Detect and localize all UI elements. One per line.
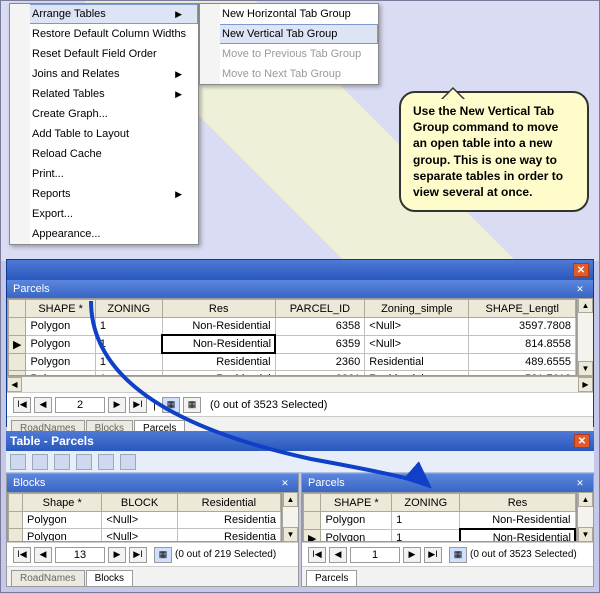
left-grid[interactable]: Shape *BLOCKResidentialPolygon<Null>Resi… (7, 492, 282, 542)
show-all-icon[interactable]: ▦ (449, 547, 467, 563)
right-status: (0 out of 3523 Selected) (470, 549, 577, 560)
right-grid[interactable]: SHAPE *ZONINGResPolygon1Non-Residential▶… (302, 492, 577, 542)
upper-status: (0 out of 3523 Selected) (210, 399, 327, 411)
table-tab[interactable]: Parcels (306, 570, 357, 586)
tab-close-icon[interactable]: ✕ (573, 477, 587, 489)
right-tabs: Parcels (302, 566, 593, 586)
nav-pos-input[interactable] (55, 547, 105, 563)
menu-item[interactable]: New Vertical Tab Group (200, 24, 378, 44)
left-tabs: RoadNamesBlocks (7, 566, 298, 586)
left-status: (0 out of 219 Selected) (175, 549, 276, 560)
menu-item[interactable]: Arrange Tables▶ (10, 4, 198, 24)
menu-item[interactable]: Reports▶ (10, 184, 198, 204)
show-all-icon[interactable]: ▦ (162, 397, 180, 413)
nav-last-icon[interactable]: ▶I (129, 547, 147, 563)
nav-first-icon[interactable]: I◀ (13, 547, 31, 563)
menu-item[interactable]: Joins and Relates▶ (10, 64, 198, 84)
lower-left-pane: Blocks ✕ Shape *BLOCKResidentialPolygon<N… (6, 473, 299, 587)
nav-prev-icon[interactable]: ◀ (34, 397, 52, 413)
left-tab-title: Blocks (13, 477, 45, 489)
upper-nav: I◀ ◀ ▶ ▶I | ▦ ▦ (0 out of 3523 Selected) (7, 392, 593, 416)
menu-item[interactable]: Export... (10, 204, 198, 224)
lower-toolbar (6, 451, 594, 473)
show-all-icon[interactable]: ▦ (154, 547, 172, 563)
vscroll[interactable]: ▲▼ (577, 298, 593, 376)
menu-item[interactable]: Appearance... (10, 224, 198, 244)
upper-titlebar: ✕ (7, 260, 593, 280)
toolbar-icon[interactable] (120, 454, 136, 470)
table-window-upper: ✕ Parcels ✕ SHAPE *ZONINGResPARCEL_IDZon… (6, 259, 594, 427)
menu-item[interactable]: Restore Default Column Widths (10, 24, 198, 44)
table-window-lower: Table - Parcels ✕ Blocks ✕ Shape *BLOCKRe… (6, 431, 594, 587)
nav-prev-icon[interactable]: ◀ (34, 547, 52, 563)
nav-pos-input[interactable] (55, 397, 105, 413)
hscroll[interactable]: ◀▶ (7, 376, 593, 392)
help-callout: Use the New Vertical Tab Group command t… (399, 91, 589, 212)
lower-title: Table - Parcels (10, 434, 94, 448)
lower-titlebar: Table - Parcels ✕ (6, 431, 594, 451)
table-tab[interactable]: RoadNames (11, 570, 85, 586)
show-selected-icon[interactable]: ▦ (183, 397, 201, 413)
upper-tab-header[interactable]: Parcels ✕ (7, 280, 593, 298)
toolbar-icon[interactable] (98, 454, 114, 470)
nav-first-icon[interactable]: I◀ (13, 397, 31, 413)
upper-grid[interactable]: SHAPE *ZONINGResPARCEL_IDZoning_simpleSH… (7, 298, 577, 376)
context-submenu-arrange-tables: New Horizontal Tab GroupNew Vertical Tab… (199, 3, 379, 85)
menu-item[interactable]: Reload Cache (10, 144, 198, 164)
vscroll[interactable]: ▲▼ (577, 492, 593, 542)
tab-close-icon[interactable]: ✕ (573, 283, 587, 295)
menu-item[interactable]: Print... (10, 164, 198, 184)
nav-next-icon[interactable]: ▶ (403, 547, 421, 563)
menu-item: Move to Next Tab Group (200, 64, 378, 84)
menu-item[interactable]: Reset Default Field Order (10, 44, 198, 64)
toolbar-icon[interactable] (10, 454, 26, 470)
vscroll[interactable]: ▲▼ (282, 492, 298, 542)
upper-tab-title: Parcels (13, 283, 50, 295)
menu-item[interactable]: Related Tables▶ (10, 84, 198, 104)
right-tab-title: Parcels (308, 477, 345, 489)
toolbar-icon[interactable] (54, 454, 70, 470)
context-menu-table-options: Arrange Tables▶Restore Default Column Wi… (9, 3, 199, 245)
nav-next-icon[interactable]: ▶ (108, 547, 126, 563)
nav-next-icon[interactable]: ▶ (108, 397, 126, 413)
menu-item[interactable]: New Horizontal Tab Group (200, 4, 378, 24)
menu-item[interactable]: Add Table to Layout (10, 124, 198, 144)
toolbar-icon[interactable] (76, 454, 92, 470)
nav-prev-icon[interactable]: ◀ (329, 547, 347, 563)
close-icon[interactable]: ✕ (573, 263, 589, 277)
menu-item: Move to Previous Tab Group (200, 44, 378, 64)
nav-last-icon[interactable]: ▶I (424, 547, 442, 563)
table-tab[interactable]: Blocks (86, 570, 133, 586)
menu-item[interactable]: Create Graph... (10, 104, 198, 124)
lower-right-pane: Parcels ✕ SHAPE *ZONINGResPolygon1Non-Res… (301, 473, 594, 587)
nav-pos-input[interactable] (350, 547, 400, 563)
tab-close-icon[interactable]: ✕ (278, 477, 292, 489)
toolbar-icon[interactable] (32, 454, 48, 470)
nav-first-icon[interactable]: I◀ (308, 547, 326, 563)
close-icon[interactable]: ✕ (574, 434, 590, 448)
nav-last-icon[interactable]: ▶I (129, 397, 147, 413)
